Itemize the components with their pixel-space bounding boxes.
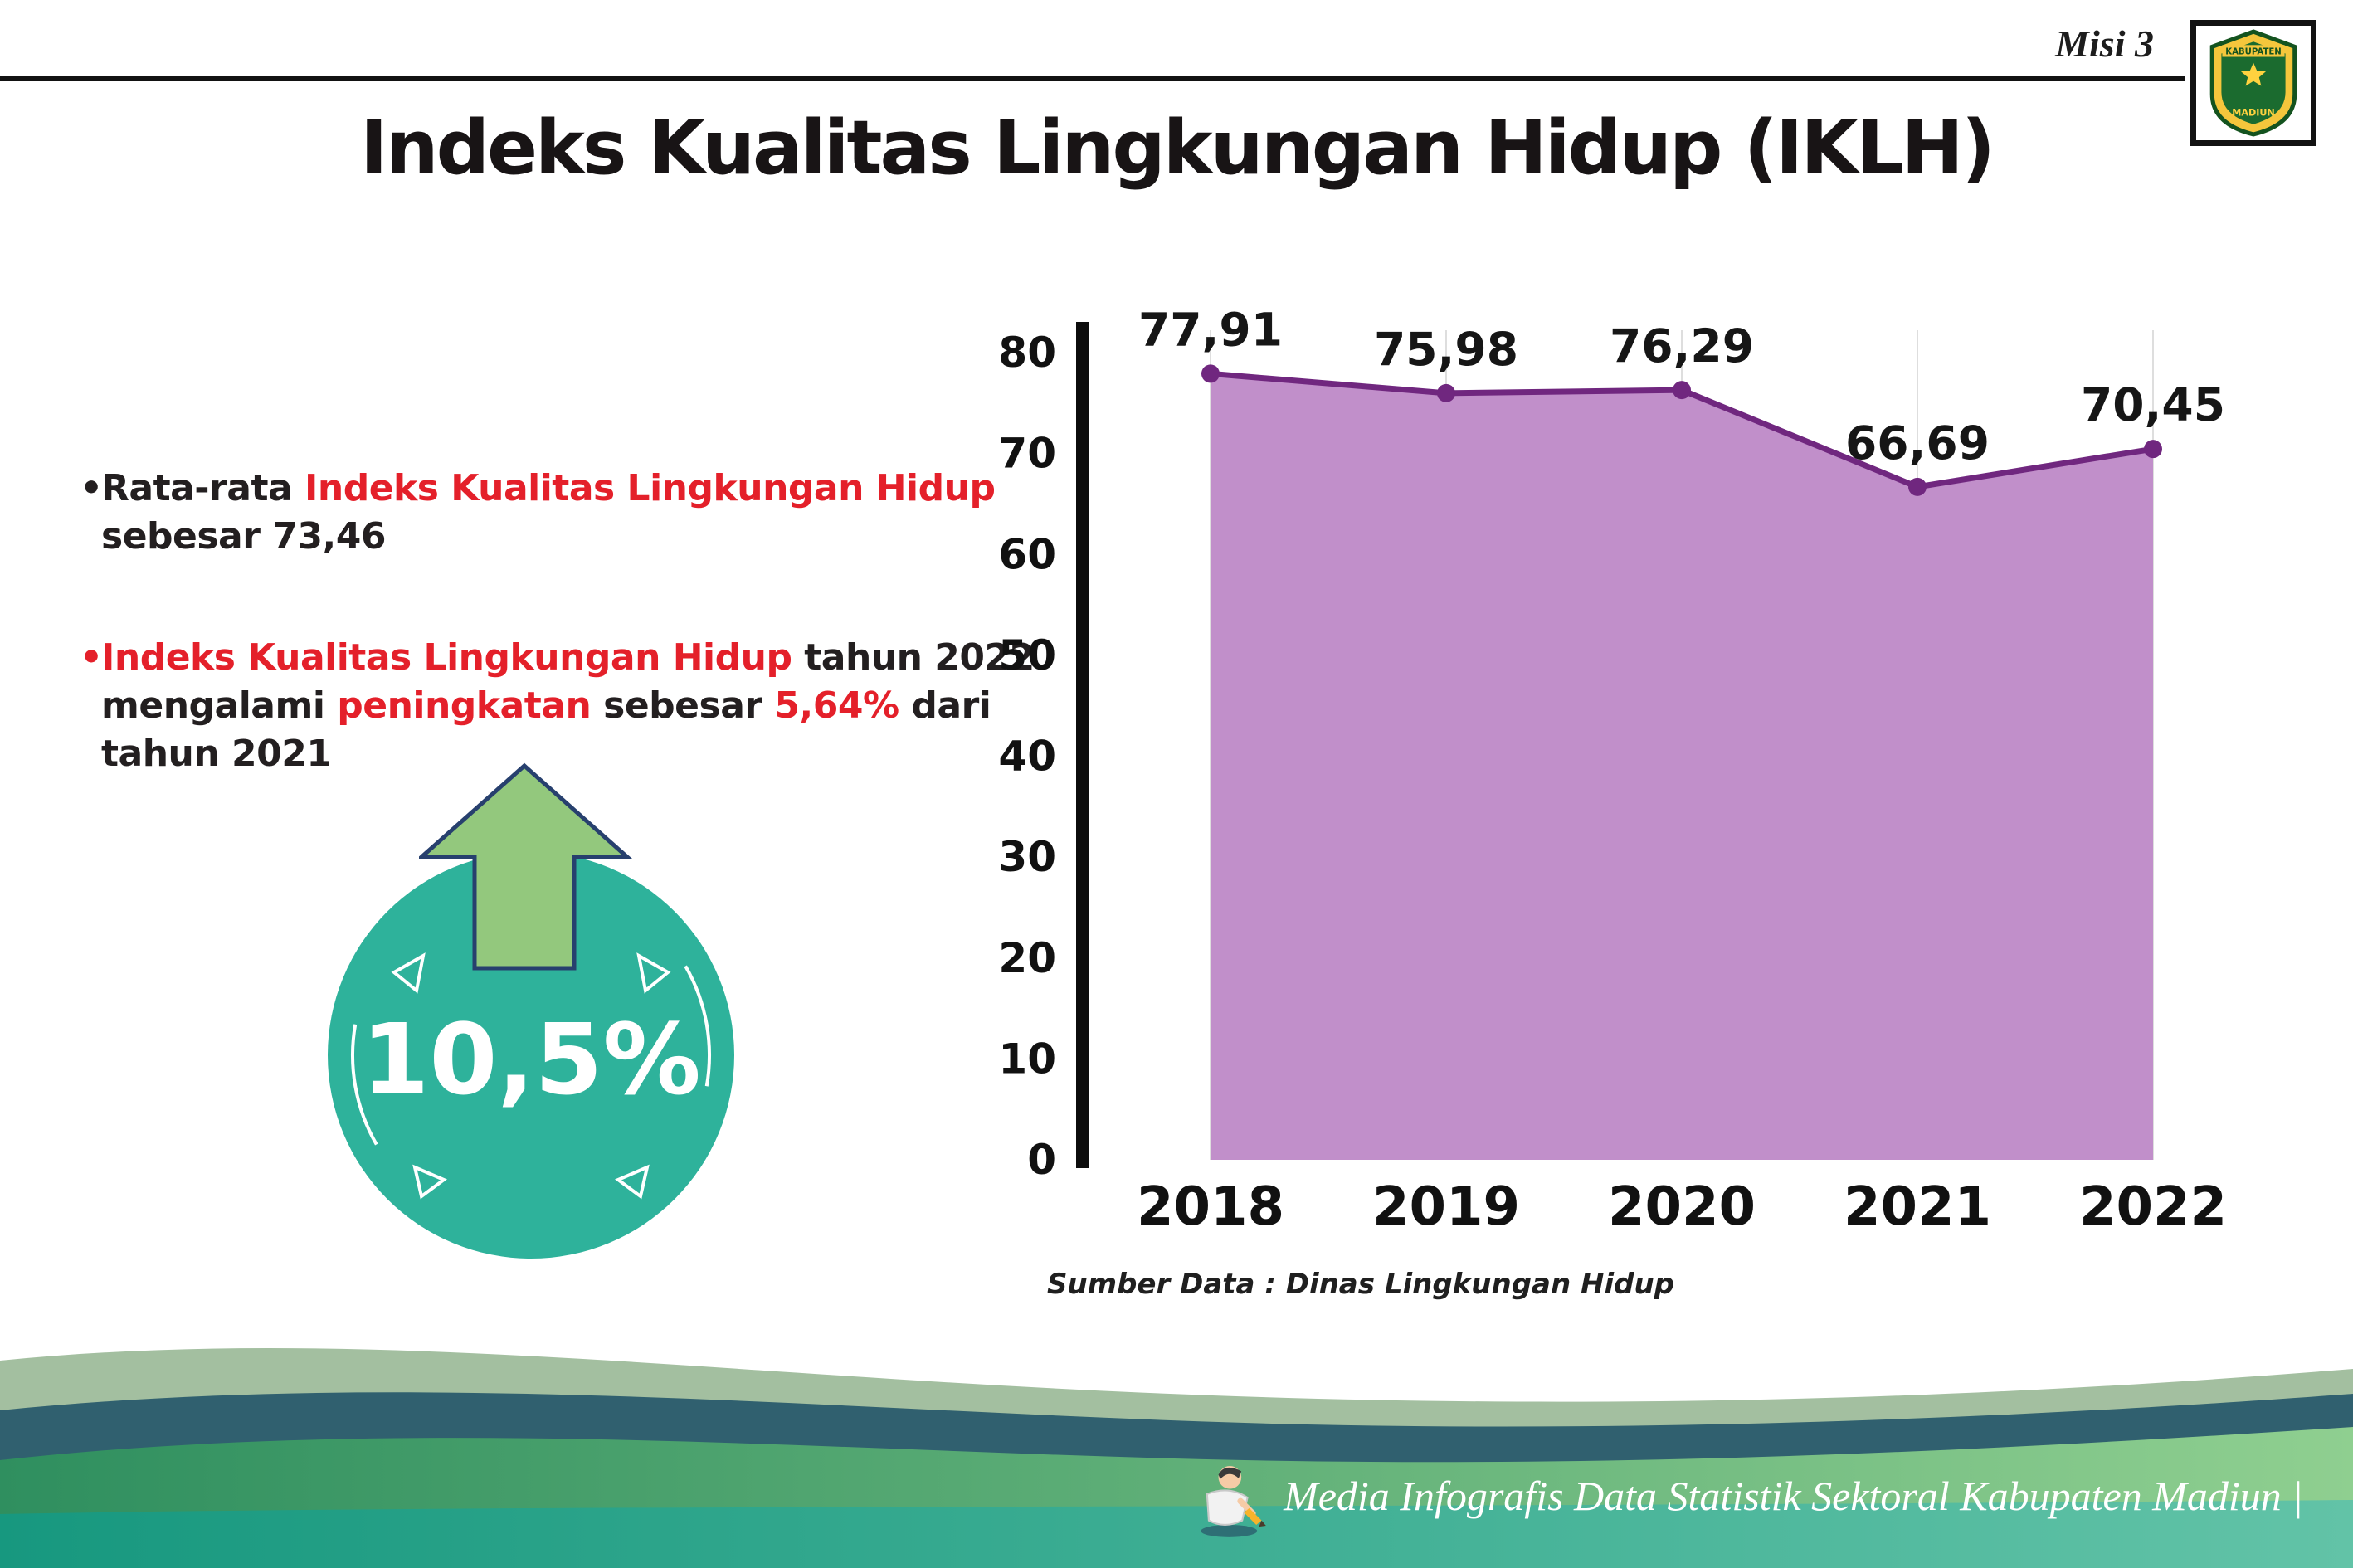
bullet-marker: •: [80, 467, 103, 509]
y-tick-label: 10: [998, 1035, 1056, 1083]
up-arrow-shape: [419, 762, 633, 971]
bullet-text-highlight: 5,64%: [774, 684, 899, 728]
page-title: Indeks Kualitas Lingkungan Hidup (IKLH): [360, 105, 1995, 192]
kabupaten-madiun-logo: KABUPATEN MADIUN: [2190, 20, 2316, 146]
value-label: 76,29: [1610, 319, 1754, 373]
mascot-icon: [1201, 1465, 1266, 1537]
coat-of-arms-icon: KABUPATEN MADIUN: [2209, 29, 2297, 137]
bullet-text: Rata-rata: [101, 467, 304, 509]
data-point: [1908, 477, 1927, 496]
value-label: 75,98: [1374, 323, 1518, 376]
y-tick-label: 80: [998, 329, 1056, 377]
value-label: 70,45: [2081, 378, 2225, 431]
misi-label: Misi 3: [2055, 22, 2154, 65]
bullet-text: mengalami: [101, 684, 338, 728]
bullet-text: sebesar: [591, 684, 775, 728]
y-tick-label: 30: [998, 833, 1056, 881]
data-point: [1437, 383, 1455, 402]
x-axis-label: 2020: [1608, 1176, 1756, 1238]
x-axis-label: 2021: [1844, 1176, 1991, 1238]
iklh-area-chart: 0 10 20 30 40 50 60 70 80 77,91 75,98 76,29 66,69 70,…: [998, 303, 2227, 1238]
badge-value: 10,5%: [361, 1002, 700, 1117]
bullet-text: tahun 2022: [792, 636, 1035, 679]
bullet-text: dari: [899, 684, 991, 728]
bullet-text-highlight: Indeks Kualitas Lingkungan Hidup: [101, 636, 792, 679]
increase-badge: 10,5%: [328, 852, 734, 1259]
x-axis-label: 2022: [2079, 1176, 2227, 1238]
data-source-caption: Sumber Data : Dinas Lingkungan Hidup: [1046, 1268, 1675, 1301]
badge-arc-decoration: [351, 875, 711, 1235]
bullet-text-highlight: Indeks Kualitas Lingkungan Hidup: [304, 467, 996, 509]
y-tick-label: 0: [1027, 1136, 1056, 1184]
badge-circle-bg: [328, 852, 734, 1259]
footer-wave-decoration: [0, 1348, 2353, 1568]
y-tick-label: 40: [998, 733, 1056, 781]
badge-triangle-decoration: [391, 952, 426, 994]
y-tick-label: 20: [998, 934, 1056, 982]
header-divider: [0, 76, 2185, 81]
y-axis: [1076, 322, 1089, 1168]
key-points: • Rata-rata Indeks Kualitas Lingkungan Hi…: [80, 465, 1042, 851]
y-tick-label: 60: [998, 530, 1056, 578]
footer-credit: Media Infografis Data Statistik Sektoral…: [1181, 1452, 2303, 1540]
data-point: [1201, 364, 1220, 383]
bullet-text: tahun 2021: [101, 733, 332, 776]
x-axis-label: 2019: [1372, 1176, 1520, 1238]
up-arrow-icon: [419, 762, 633, 971]
data-point: [2144, 440, 2162, 459]
value-label: 77,91: [1138, 303, 1283, 356]
x-axis-label: 2018: [1137, 1176, 1284, 1238]
bullet-average-iklh: • Rata-rata Indeks Kualitas Lingkungan Hi…: [80, 465, 1042, 561]
data-point: [1673, 381, 1691, 400]
y-tick-label: 50: [998, 631, 1056, 679]
bullet-text: sebesar 73,46: [101, 515, 386, 558]
footer-credit-text: Media Infografis Data Statistik Sektoral…: [1284, 1473, 2303, 1519]
badge-triangle-decoration: [636, 952, 671, 994]
bullet-marker: •: [80, 636, 103, 679]
value-label: 66,69: [1845, 416, 1990, 470]
logo-bottom-text: MADIUN: [2232, 108, 2275, 119]
badge-triangle-decoration: [615, 1164, 650, 1200]
badge-triangle-decoration: [412, 1164, 447, 1200]
logo-top-text: KABUPATEN: [2225, 47, 2282, 56]
bullet-text-highlight: peningkatan: [337, 684, 592, 728]
bullet-increase-2022: • Indeks Kualitas Lingkungan Hidup tahun …: [80, 634, 1042, 778]
area-fill: [1211, 373, 2153, 1160]
y-tick-label: 70: [998, 430, 1056, 478]
footer-band-teal: [0, 1500, 2353, 1568]
